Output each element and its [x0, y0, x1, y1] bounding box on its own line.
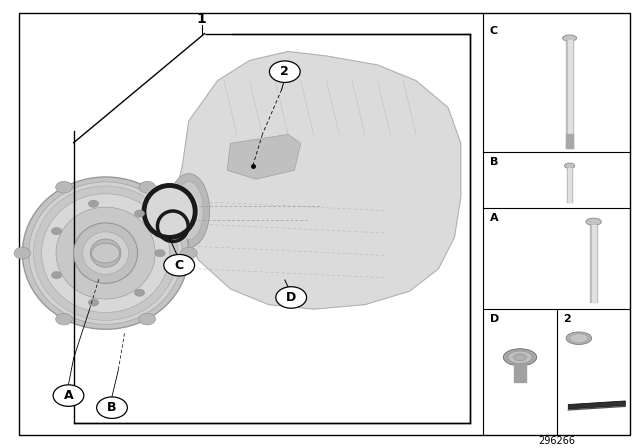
- Ellipse shape: [570, 334, 588, 343]
- Ellipse shape: [42, 194, 170, 313]
- Ellipse shape: [154, 209, 191, 244]
- Text: A: A: [490, 213, 498, 223]
- Ellipse shape: [563, 35, 577, 41]
- Ellipse shape: [140, 183, 199, 240]
- Circle shape: [134, 289, 145, 296]
- Circle shape: [155, 250, 165, 257]
- Circle shape: [56, 313, 72, 325]
- Text: B: B: [108, 401, 116, 414]
- Ellipse shape: [168, 174, 210, 247]
- Circle shape: [134, 210, 145, 217]
- Circle shape: [180, 247, 197, 259]
- Ellipse shape: [564, 163, 575, 168]
- Ellipse shape: [34, 186, 178, 320]
- FancyBboxPatch shape: [19, 13, 630, 435]
- Circle shape: [139, 181, 156, 193]
- Circle shape: [53, 385, 84, 406]
- Text: D: D: [490, 314, 499, 323]
- Circle shape: [269, 61, 300, 82]
- Text: B: B: [490, 157, 498, 167]
- Circle shape: [276, 287, 307, 308]
- Ellipse shape: [22, 177, 189, 329]
- Ellipse shape: [514, 354, 526, 361]
- Ellipse shape: [74, 223, 138, 284]
- Circle shape: [51, 271, 61, 279]
- Ellipse shape: [174, 181, 204, 240]
- Circle shape: [164, 254, 195, 276]
- Ellipse shape: [90, 239, 121, 267]
- Text: C: C: [490, 26, 498, 36]
- Ellipse shape: [508, 351, 532, 364]
- Ellipse shape: [586, 218, 602, 225]
- Polygon shape: [176, 52, 461, 309]
- Text: D: D: [286, 291, 296, 304]
- Circle shape: [88, 200, 99, 207]
- Polygon shape: [227, 134, 301, 179]
- Circle shape: [97, 397, 127, 418]
- Text: 296266: 296266: [538, 436, 575, 446]
- Ellipse shape: [83, 232, 129, 274]
- Circle shape: [51, 228, 61, 235]
- Circle shape: [139, 313, 156, 325]
- Text: 1: 1: [196, 12, 207, 26]
- Circle shape: [56, 181, 72, 193]
- Polygon shape: [568, 401, 625, 409]
- Ellipse shape: [56, 207, 156, 299]
- Text: A: A: [63, 389, 74, 402]
- Ellipse shape: [566, 332, 591, 345]
- Ellipse shape: [29, 182, 182, 324]
- Ellipse shape: [504, 349, 536, 366]
- Text: 2: 2: [563, 314, 571, 323]
- Circle shape: [14, 247, 31, 259]
- Circle shape: [92, 243, 120, 263]
- Text: C: C: [175, 258, 184, 272]
- Text: 2: 2: [280, 65, 289, 78]
- Circle shape: [88, 299, 99, 306]
